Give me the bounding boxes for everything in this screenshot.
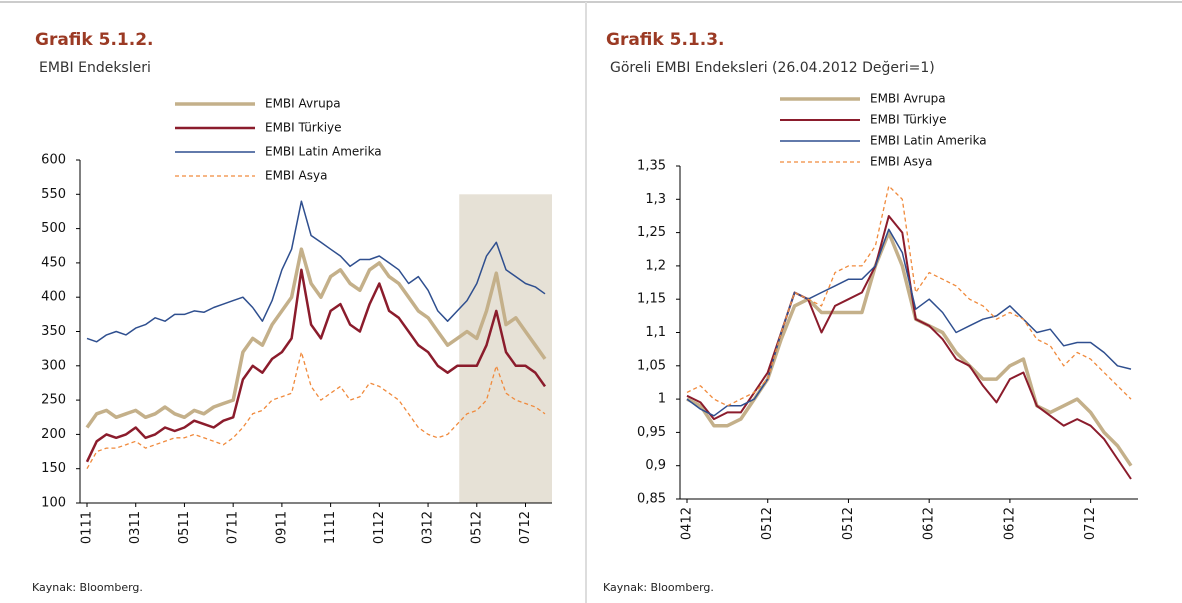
- series-line: [85, 268, 547, 463]
- y-tick-label: 400: [41, 290, 66, 305]
- x-tick-label: 0512: [841, 507, 856, 540]
- y-tick-label: 1,2: [645, 258, 666, 273]
- series-line: [686, 215, 1132, 480]
- series-line: [686, 185, 1132, 407]
- y-tick-label: 1,15: [637, 292, 666, 307]
- x-tick-label: 0712: [1083, 507, 1098, 540]
- x-tick-label: 0312: [421, 511, 436, 544]
- y-tick-label: 0,95: [637, 425, 666, 440]
- legend-label: EMBI Avrupa: [870, 92, 946, 106]
- x-tick-label: 0712: [518, 511, 533, 544]
- x-tick-label: 0112: [372, 511, 387, 544]
- y-tick-label: 1: [658, 392, 666, 407]
- legend-label: EMBI Türkiye: [265, 121, 342, 135]
- x-tick-label: 0612: [922, 507, 937, 540]
- y-tick-label: 100: [41, 496, 66, 511]
- chart-title: Grafik 5.1.3.: [606, 30, 725, 50]
- x-tick-label: 1111: [323, 511, 338, 544]
- x-tick-label: 0512: [760, 507, 775, 540]
- source-note: Kaynak: Bloomberg.: [32, 581, 143, 594]
- series-line: [86, 351, 546, 470]
- y-tick-label: 500: [41, 221, 66, 236]
- x-tick-label: 0612: [1002, 507, 1017, 540]
- y-tick-label: 0,9: [645, 458, 666, 473]
- y-tick-label: 1,25: [637, 225, 666, 240]
- y-tick-label: 550: [41, 187, 66, 202]
- legend-label: EMBI Latin Amerika: [265, 145, 382, 159]
- x-tick-label: 0711: [226, 511, 241, 544]
- y-tick-label: 1,3: [645, 192, 666, 207]
- chart-title: Grafik 5.1.2.: [35, 30, 154, 50]
- y-tick-label: 1,1: [645, 325, 666, 340]
- y-tick-label: 250: [41, 393, 66, 408]
- source-note: Kaynak: Bloomberg.: [603, 581, 714, 594]
- y-tick-label: 0,85: [637, 492, 666, 507]
- series-line: [686, 230, 1133, 467]
- legend-label: EMBI Avrupa: [265, 97, 341, 111]
- series-line: [85, 247, 547, 429]
- legend-label: EMBI Asya: [265, 169, 327, 183]
- y-tick-label: 1,05: [637, 358, 666, 373]
- x-tick-label: 0311: [128, 511, 143, 544]
- x-tick-label: 0412: [680, 507, 695, 540]
- series-line: [686, 228, 1132, 417]
- x-tick-label: 0911: [274, 511, 289, 544]
- y-tick-label: 350: [41, 324, 66, 339]
- y-tick-label: 300: [41, 358, 66, 373]
- y-tick-label: 150: [41, 461, 66, 476]
- y-tick-label: 200: [41, 427, 66, 442]
- chart-subtitle: EMBI Endeksleri: [39, 60, 151, 76]
- legend-label: EMBI Latin Amerika: [870, 134, 987, 148]
- y-tick-label: 450: [41, 255, 66, 270]
- x-tick-label: 0111: [80, 511, 95, 544]
- y-tick-label: 1,35: [637, 159, 666, 174]
- x-tick-label: 0511: [177, 511, 192, 544]
- legend-label: EMBI Asya: [870, 155, 932, 169]
- legend-label: EMBI Türkiye: [870, 113, 947, 127]
- chart-subtitle: Göreli EMBI Endeksleri (26.04.2012 Değer…: [610, 60, 935, 76]
- series-line: [86, 200, 546, 343]
- x-tick-label: 0512: [469, 511, 484, 544]
- y-tick-label: 600: [41, 153, 66, 168]
